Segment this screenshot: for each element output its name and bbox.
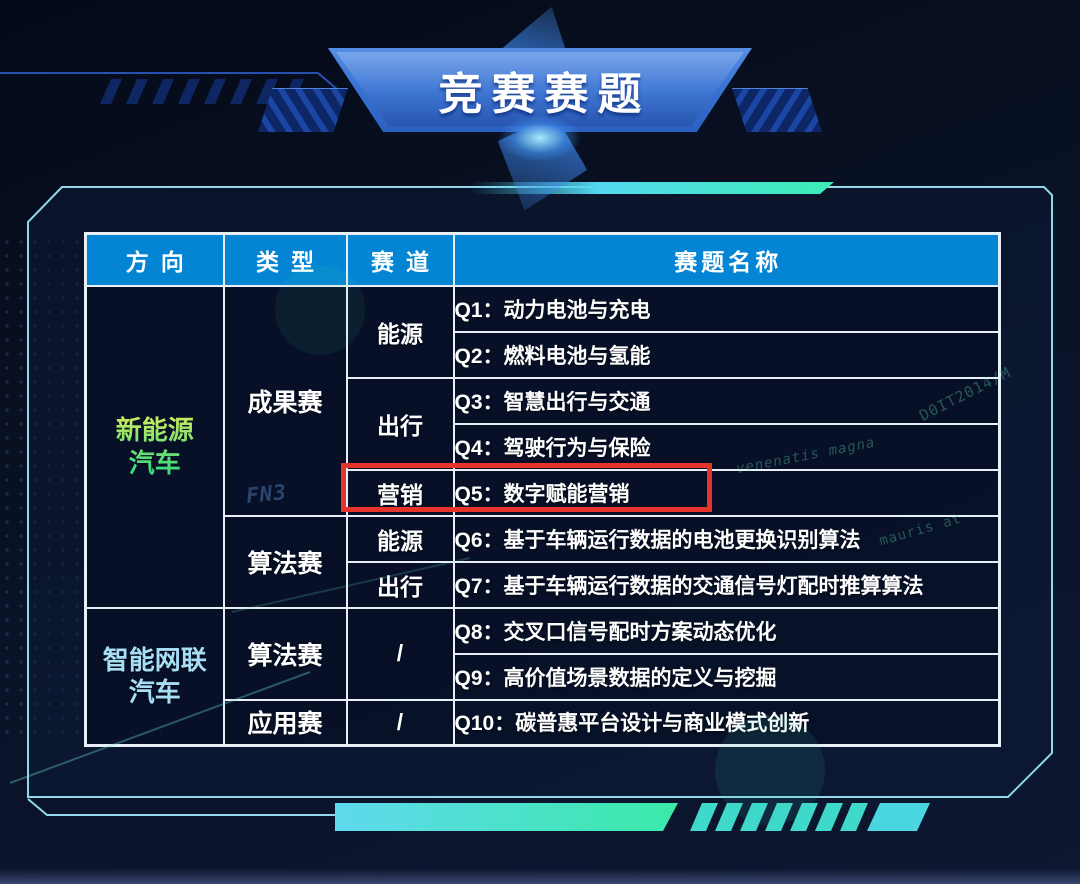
cell-topic-q4: Q4：驾驶行为与保险	[452, 422, 1001, 471]
cell-track-travel-2: 出行	[345, 560, 455, 609]
cell-topic-q9: Q9：高价值场景数据的定义与挖掘	[452, 652, 1001, 701]
cell-type-achievement: 成果赛	[222, 284, 348, 517]
header-direction: 方向	[84, 232, 225, 287]
bottom-hazard-stripes	[690, 803, 868, 831]
cell-topic-q10: Q10：碳普惠平台设计与商业模式创新	[452, 698, 1001, 747]
cell-track-slash-1: /	[345, 606, 455, 701]
cell-type-algorithm-nev: 算法赛	[222, 514, 348, 609]
table-row: Q2：燃料电池与氢能	[86, 330, 1001, 379]
cell-topic-q3: Q3：智慧出行与交通	[452, 376, 1001, 425]
bottom-teal-bar	[335, 803, 678, 831]
direction-nev-label: 新能源 汽车	[115, 415, 194, 478]
table-row: 营销 Q5：数字赋能营销	[86, 468, 1001, 517]
table-header-row: 方向 类型 赛道 赛题名称	[84, 232, 1001, 287]
cell-topic-q2: Q2：燃料电池与氢能	[452, 330, 1001, 379]
cell-track-energy-1: 能源	[345, 284, 455, 379]
bottom-light-strip	[0, 868, 1080, 884]
header-type: 类型	[222, 232, 348, 287]
direction-icv-label: 智能网联 汽车	[102, 644, 207, 708]
highlight-box-q5	[341, 463, 712, 512]
title-banner: 竞赛赛题	[250, 35, 830, 145]
cell-track-slash-2: /	[345, 698, 455, 747]
cell-direction-icv: 智能网联 汽车	[84, 606, 225, 747]
bottom-teal-segment	[867, 803, 930, 831]
cell-type-algorithm-icv: 算法赛	[222, 606, 348, 701]
table-row: Q9：高价值场景数据的定义与挖掘	[86, 652, 1001, 701]
topleft-line	[0, 72, 339, 91]
header-track: 赛道	[345, 232, 455, 287]
cell-topic-q1: Q1：动力电池与充电	[452, 284, 1001, 333]
cell-type-application: 应用赛	[222, 698, 348, 747]
table-row: 应用赛 / Q10：碳普惠平台设计与商业模式创新	[86, 698, 1001, 747]
cell-track-energy-2: 能源	[345, 514, 455, 563]
table-row: 智能网联 汽车 算法赛 / Q8：交叉口信号配时方案动态优化	[84, 606, 1001, 747]
table-row: 出行 Q7：基于车辆运行数据的交通信号灯配时推算算法	[86, 560, 1001, 609]
table-row: 新能源 汽车 成果赛 能源 Q1：动力电池与充电	[84, 284, 1001, 609]
cell-track-travel-1: 出行	[345, 376, 455, 471]
cell-topic-q6: Q6：基于车辆运行数据的电池更换识别算法	[452, 514, 1001, 563]
table-row: Q4：驾驶行为与保险	[86, 422, 1001, 471]
cell-topic-q7: Q7：基于车辆运行数据的交通信号灯配时推算算法	[452, 560, 1001, 609]
cell-direction-nev: 新能源 汽车	[84, 284, 225, 609]
table-row: 算法赛 能源 Q6：基于车辆运行数据的电池更换识别算法	[86, 514, 1001, 609]
cell-topic-q8: Q8：交叉口信号配时方案动态优化	[452, 606, 1001, 655]
banner-wing-left	[258, 88, 348, 132]
topics-table: 方向 类型 赛道 赛题名称 新能源 汽车 成果赛 能源 Q1：动力电池与充电 Q…	[84, 232, 1001, 747]
table-row: 出行 Q3：智慧出行与交通	[86, 376, 1001, 471]
cell-topic-q5: Q5：数字赋能营销	[452, 468, 1001, 517]
panel-echo-line	[27, 798, 338, 816]
banner-glow	[482, 105, 598, 171]
header-topic: 赛题名称	[452, 232, 1001, 287]
